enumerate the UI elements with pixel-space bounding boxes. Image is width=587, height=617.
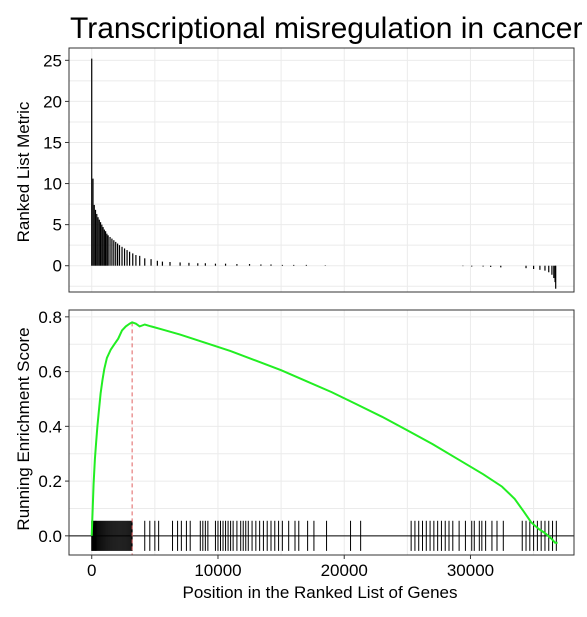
- running-score-panel: 0.0 0.2 0.4 0.6 0.8 Running Enrichment Score: [14, 308, 575, 556]
- x-tick-label: 0: [87, 561, 96, 580]
- y-tick-label: 0.0: [38, 527, 62, 546]
- running-score-y-axis-title: Running Enrichment Score: [14, 327, 33, 530]
- x-tick-label: 30000: [447, 561, 494, 580]
- ranked-metric-y-axis-title: Ranked List Metric: [14, 101, 33, 242]
- chart-title: Transcriptional misregulation in cancer: [70, 12, 582, 45]
- ranked-metric-panel: 0 5 10 15 20 25 Ranked List Metric: [14, 47, 575, 293]
- x-tick-label: 10000: [194, 561, 241, 580]
- y-tick-label: 25: [43, 51, 62, 70]
- x-axis: 0 10000 20000 30000: [87, 555, 494, 580]
- ranked-metric-gridlines: [69, 48, 574, 292]
- ranked-metric-bars: [91, 58, 557, 289]
- y-tick-label: 20: [43, 92, 62, 111]
- y-tick-label: 0.6: [38, 363, 62, 382]
- x-axis-title: Position in the Ranked List of Genes: [183, 583, 458, 602]
- y-tick-label: 5: [53, 216, 62, 235]
- running-score-panel-border: [68, 309, 575, 556]
- running-score-curve: [90, 321, 558, 544]
- x-tick-label: 20000: [321, 561, 368, 580]
- y-tick-label: 10: [43, 175, 62, 194]
- y-tick-label: 15: [43, 133, 62, 152]
- running-score-panel-background: [69, 310, 574, 555]
- gene-hit-ticks: [91, 520, 557, 551]
- ranked-metric-y-axis: 0 5 10 15 20 25: [43, 51, 69, 276]
- running-score-y-axis: 0.0 0.2 0.4 0.6 0.8: [38, 308, 69, 546]
- y-tick-label: 0: [53, 257, 62, 276]
- ranked-metric-panel-border: [68, 47, 575, 293]
- ranked-metric-panel-background: [69, 48, 574, 292]
- y-tick-label: 0.4: [38, 417, 62, 436]
- y-tick-label: 0.8: [38, 308, 62, 327]
- y-tick-label: 0.2: [38, 472, 62, 491]
